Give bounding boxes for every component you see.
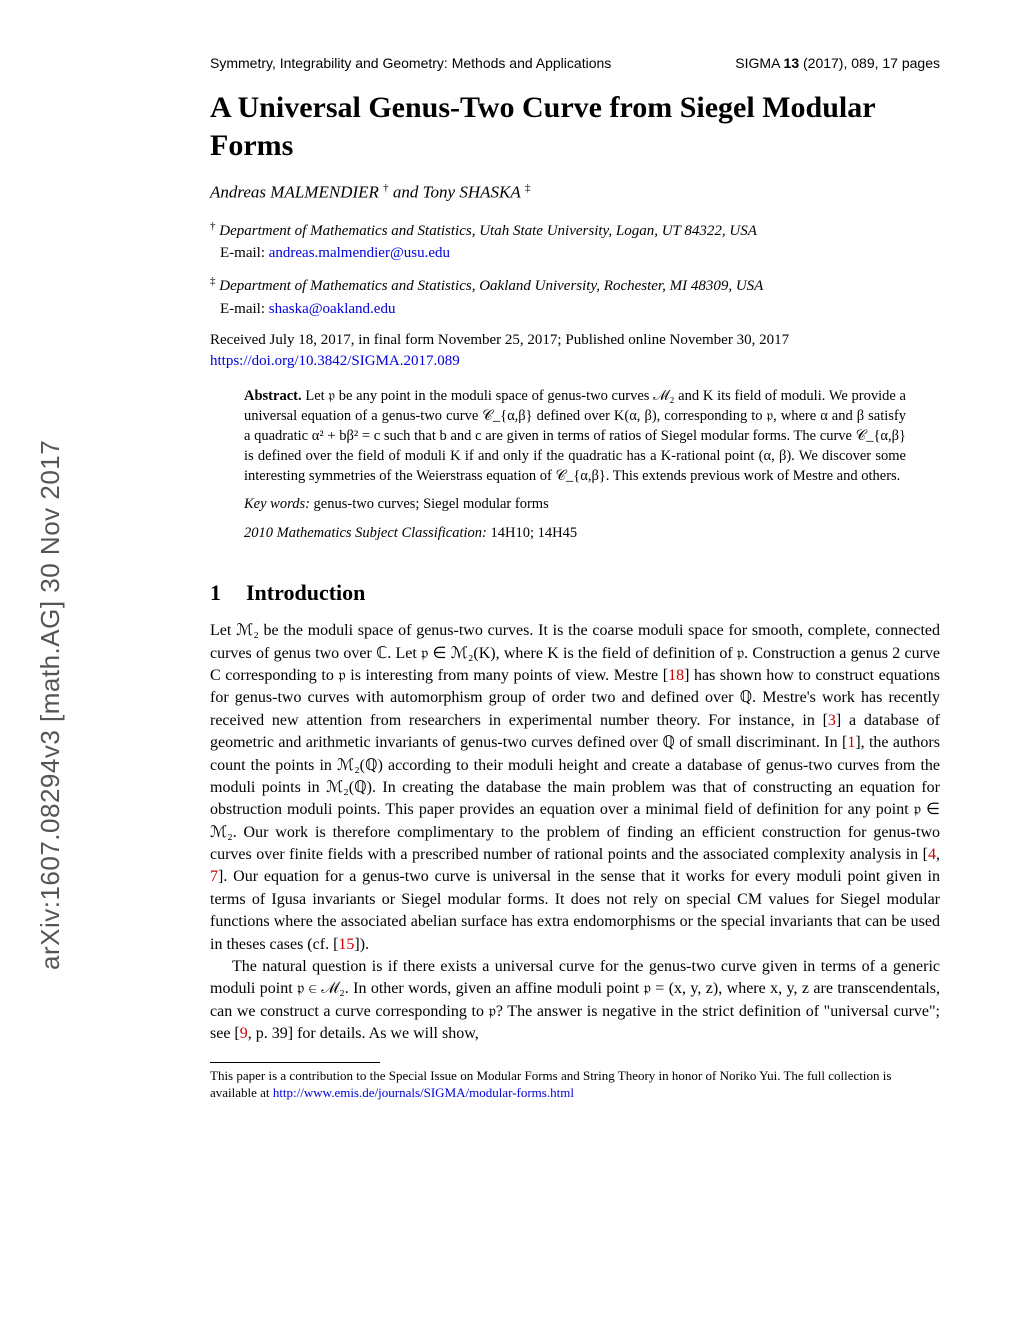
email2-line: E-mail: shaska@oakland.edu <box>210 301 940 318</box>
doi-line: https://doi.org/10.3842/SIGMA.2017.089 <box>210 352 940 370</box>
author-2: Tony SHASKA <box>423 183 521 202</box>
ref-4[interactable]: 4 <box>928 846 936 863</box>
msc-line: 2010 Mathematics Subject Classification:… <box>244 525 906 542</box>
sigma-prefix: SIGMA <box>735 55 783 71</box>
email2-link[interactable]: shaska@oakland.edu <box>269 301 396 317</box>
sigma-rest: (2017), 089, 17 pages <box>799 55 940 71</box>
ref-18[interactable]: 18 <box>668 667 684 684</box>
sigma-volume: 13 <box>784 55 800 71</box>
email1-line: E-mail: andreas.malmendier@usu.edu <box>210 245 940 262</box>
email1-label: E-mail: <box>220 245 269 261</box>
keywords-label: Key words: <box>244 496 310 512</box>
p1g: ]). <box>354 936 369 953</box>
keywords-line: Key words: genus-two curves; Siegel modu… <box>244 496 906 513</box>
ref-15[interactable]: 15 <box>338 936 354 953</box>
email1-link[interactable]: andreas.malmendier@usu.edu <box>269 245 450 261</box>
page-content: Symmetry, Integrability and Geometry: Me… <box>0 0 1020 1320</box>
p1f: ]. Our equation for a genus-two curve is… <box>210 868 940 952</box>
footnote: This paper is a contribution to the Spec… <box>210 1067 940 1102</box>
journal-header: Symmetry, Integrability and Geometry: Me… <box>210 55 940 71</box>
msc-label: 2010 Mathematics Subject Classification: <box>244 525 487 541</box>
affil2-body: Department of Mathematics and Statistics… <box>219 278 763 294</box>
p2b: , p. 39] for details. As we will show, <box>248 1025 479 1042</box>
email2-label: E-mail: <box>220 301 269 317</box>
abstract-label: Abstract. <box>244 388 302 404</box>
paper-title: A Universal Genus-Two Curve from Siegel … <box>210 89 940 164</box>
intro-para-2: The natural question is if there exists … <box>210 956 940 1046</box>
ref-7[interactable]: 7 <box>210 868 218 885</box>
doi-link[interactable]: https://doi.org/10.3842/SIGMA.2017.089 <box>210 353 460 369</box>
ddagger-sup: ‡ <box>525 182 531 194</box>
p1d: ], the authors count the points in ℳ₂(ℚ)… <box>210 734 940 863</box>
affiliation-2: ‡ Department of Mathematics and Statisti… <box>210 274 940 318</box>
section-1-heading: 1Introduction <box>210 580 940 606</box>
affil1-dagger: † <box>210 220 216 232</box>
intro-para-1: Let ℳ₂ be the moduli space of genus-two … <box>210 620 940 956</box>
journal-name: Symmetry, Integrability and Geometry: Me… <box>210 55 611 71</box>
msc-body: 14H10; 14H45 <box>487 525 577 541</box>
footnote-link[interactable]: http://www.emis.de/journals/SIGMA/modula… <box>273 1085 574 1100</box>
authors-line: Andreas MALMENDIER † and Tony SHASKA ‡ <box>210 182 940 203</box>
author-and: and <box>389 183 423 202</box>
p1e: , <box>936 846 940 863</box>
footnote-rule <box>210 1062 380 1063</box>
abstract: Abstract. Let 𝔭 be any point in the modu… <box>244 386 906 486</box>
section-1-number: 1 <box>210 580 246 606</box>
keywords-body: genus-two curves; Siegel modular forms <box>310 496 549 512</box>
affil1-text: † Department of Mathematics and Statisti… <box>210 219 940 243</box>
ref-3[interactable]: 3 <box>828 712 836 729</box>
abstract-body: Let 𝔭 be any point in the moduli space o… <box>244 388 906 484</box>
affil1-body: Department of Mathematics and Statistics… <box>219 223 757 239</box>
author-1: Andreas MALMENDIER <box>210 183 379 202</box>
section-1-title: Introduction <box>246 580 365 605</box>
ref-9[interactable]: 9 <box>240 1025 248 1042</box>
affiliation-1: † Department of Mathematics and Statisti… <box>210 219 940 263</box>
received-line: Received July 18, 2017, in final form No… <box>210 330 940 351</box>
affil2-ddagger: ‡ <box>210 275 216 287</box>
journal-citation: SIGMA 13 (2017), 089, 17 pages <box>735 55 940 71</box>
affil2-text: ‡ Department of Mathematics and Statisti… <box>210 274 940 298</box>
